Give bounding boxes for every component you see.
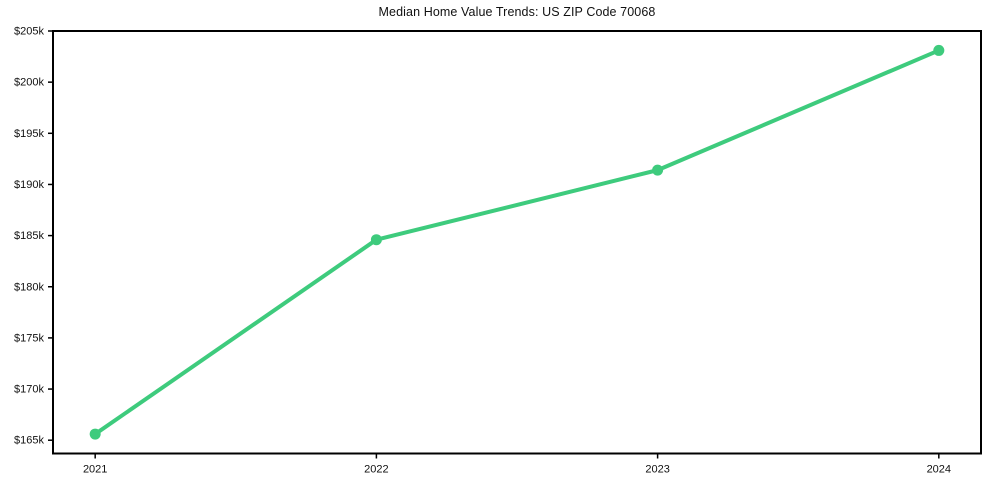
- x-axis-tick-label: 2023: [645, 464, 669, 476]
- x-axis-tick-label: 2024: [927, 464, 951, 476]
- data-point-marker: [370, 234, 382, 246]
- series-line: [93, 48, 941, 437]
- y-axis-tick-label: $195k: [14, 128, 44, 140]
- y-axis-tick-label: $170k: [14, 384, 44, 396]
- y-axis-tick-label: $185k: [14, 230, 44, 242]
- y-axis-tick-label: $180k: [14, 281, 44, 293]
- data-point-marker: [933, 44, 945, 56]
- y-axis-tick-label: $175k: [14, 332, 44, 344]
- y-axis-tick-label: $190k: [14, 179, 44, 191]
- x-axis-tick-label: 2022: [364, 464, 388, 476]
- y-axis-tick-label: $165k: [14, 435, 44, 447]
- plot-border: [52, 30, 982, 455]
- y-axis-tick-label: $205k: [14, 26, 44, 38]
- data-point-marker: [89, 428, 101, 440]
- y-axis-tick-label: $200k: [14, 77, 44, 89]
- x-axis-tick-label: 2021: [83, 464, 107, 476]
- data-point-marker: [652, 164, 664, 176]
- chart-title: Median Home Value Trends: US ZIP Code 70…: [378, 5, 656, 19]
